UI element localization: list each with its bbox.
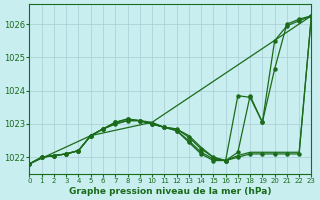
X-axis label: Graphe pression niveau de la mer (hPa): Graphe pression niveau de la mer (hPa) — [69, 187, 272, 196]
